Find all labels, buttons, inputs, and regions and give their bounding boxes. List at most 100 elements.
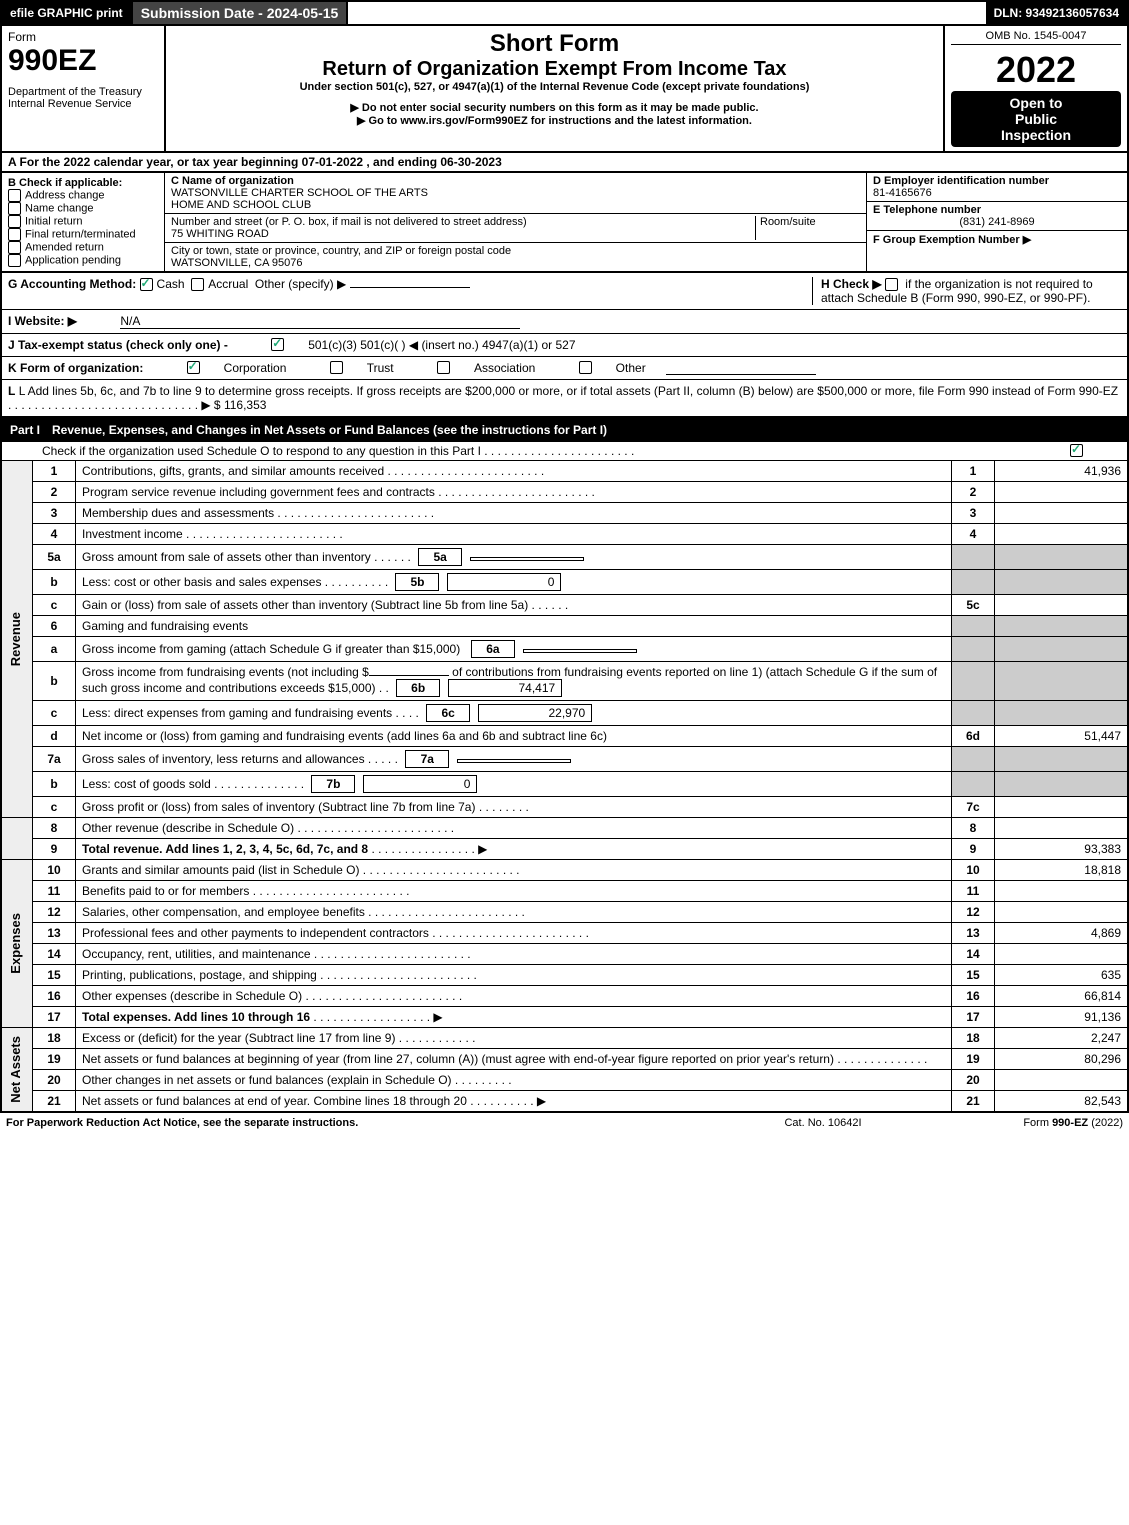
goto-link[interactable]: ▶ Go to www.irs.gov/Form990EZ for instru… [172,114,937,127]
footer-mid: Cat. No. 10642I [723,1117,923,1129]
chk-other-org[interactable] [579,361,592,374]
section-k: K Form of organization: Corporation Trus… [0,357,1129,380]
form-id-block: Form 990EZ Department of the Treasury In… [2,26,166,151]
top-bar: efile GRAPHIC print Submission Date - 20… [0,0,1129,26]
line-16-amt: 66,814 [995,986,1129,1007]
line-6d-amt: 51,447 [995,726,1129,747]
irs-label: Internal Revenue Service [8,98,158,110]
line-7c-desc: Gross profit or (loss) from sales of inv… [76,797,952,818]
line-7a-desc: Gross sales of inventory, less returns a… [76,747,952,772]
part1-table: Revenue 1 Contributions, gifts, grants, … [0,460,1129,1113]
chk-amended-return[interactable]: Amended return [8,241,158,254]
line-19-desc: Net assets or fund balances at beginning… [76,1049,952,1070]
chk-schedule-o-part1[interactable] [1070,444,1083,457]
footer-left: For Paperwork Reduction Act Notice, see … [6,1117,723,1129]
section-h: H Check ▶ if the organization is not req… [812,277,1121,305]
line-6d-desc: Net income or (loss) from gaming and fun… [76,726,952,747]
line-8-desc: Other revenue (describe in Schedule O) [76,818,952,839]
chk-association[interactable] [437,361,450,374]
street-label: Number and street (or P. O. box, if mail… [171,216,527,228]
line-6c-desc: Less: direct expenses from gaming and fu… [76,701,952,726]
line-6-desc: Gaming and fundraising events [76,616,952,637]
chk-501c3[interactable] [271,338,284,351]
line-21-amt: 82,543 [995,1091,1129,1113]
part1-title: Revenue, Expenses, and Changes in Net As… [52,423,607,437]
chk-schedule-b[interactable] [885,278,898,291]
form-word: Form [8,30,158,44]
website-value: N/A [120,314,520,329]
chk-trust[interactable] [330,361,343,374]
side-netassets: Net Assets [8,1036,23,1103]
chk-initial-return[interactable]: Initial return [8,215,158,228]
line-5c-desc: Gain or (loss) from sale of assets other… [76,595,952,616]
section-def: D Employer identification number 81-4165… [867,173,1127,271]
part1-check-row: Check if the organization used Schedule … [0,442,1129,460]
f-label: F Group Exemption Number ▶ [873,234,1031,246]
section-a-period: A For the 2022 calendar year, or tax yea… [0,153,1129,173]
dept-label: Department of the Treasury [8,86,158,98]
ssn-warning: ▶ Do not enter social security numbers o… [172,101,937,114]
line-16-desc: Other expenses (describe in Schedule O) [76,986,952,1007]
line-19-amt: 80,296 [995,1049,1129,1070]
line-1-amt: 41,936 [995,461,1129,482]
omb-number: OMB No. 1545-0047 [951,30,1121,45]
line-17-amt: 91,136 [995,1007,1129,1028]
line-1-num: 1 [33,461,76,482]
line-21-desc: Net assets or fund balances at end of ye… [76,1091,952,1113]
gross-receipts-value: 116,353 [224,398,267,412]
org-name-2: HOME AND SCHOOL CLUB [171,199,311,211]
line-10-amt: 18,818 [995,860,1129,881]
title-block: Short Form Return of Organization Exempt… [166,26,945,151]
line-15-desc: Printing, publications, postage, and shi… [76,965,952,986]
side-expenses: Expenses [8,913,23,974]
open-to-public: Open toPublicInspection [951,91,1121,147]
chk-corporation[interactable] [187,361,200,374]
org-name-1: WATSONVILLE CHARTER SCHOOL OF THE ARTS [171,187,428,199]
phone-value: (831) 241-8969 [873,216,1121,228]
side-revenue: Revenue [8,612,23,666]
form-number: 990EZ [8,44,158,78]
line-10-desc: Grants and similar amounts paid (list in… [76,860,952,881]
part1-check-text: Check if the organization used Schedule … [42,444,1070,458]
line-12-desc: Salaries, other compensation, and employ… [76,902,952,923]
b-label: B Check if applicable: [8,177,158,189]
dln-label: DLN: 93492136057634 [986,2,1127,24]
part1-label: Part I [10,423,40,437]
line-18-desc: Excess or (deficit) for the year (Subtra… [76,1028,952,1049]
line-13-amt: 4,869 [995,923,1129,944]
tax-year: 2022 [951,49,1121,91]
line-15-amt: 635 [995,965,1129,986]
line-14-desc: Occupancy, rent, utilities, and maintena… [76,944,952,965]
entity-block: B Check if applicable: Address change Na… [0,173,1129,273]
footer-right: Form 990-EZ (2022) [923,1117,1123,1129]
line-6b-desc: Gross income from fundraising events (no… [76,662,952,701]
chk-accrual[interactable] [191,278,204,291]
chk-final-return[interactable]: Final return/terminated [8,228,158,241]
city-value: WATSONVILLE, CA 95076 [171,257,302,269]
section-l: L L Add lines 5b, 6c, and 7b to line 9 t… [0,380,1129,418]
line-1-desc: Contributions, gifts, grants, and simila… [76,461,952,482]
city-label: City or town, state or province, country… [171,245,511,257]
ein-value: 81-4165676 [873,187,932,199]
subtitle: Under section 501(c), 527, or 4947(a)(1)… [172,81,937,93]
section-b: B Check if applicable: Address change Na… [2,173,165,271]
line-5a-desc: Gross amount from sale of assets other t… [76,545,952,570]
line-17-desc: Total expenses. Add lines 10 through 16 … [76,1007,952,1028]
section-c: C Name of organization WATSONVILLE CHART… [165,173,867,271]
chk-address-change[interactable]: Address change [8,189,158,202]
line-18-amt: 2,247 [995,1028,1129,1049]
chk-cash[interactable] [140,278,153,291]
row-g-h: G Accounting Method: Cash Accrual Other … [0,273,1129,310]
section-i: I Website: ▶ N/A [0,310,1129,334]
part1-header: Part I Revenue, Expenses, and Changes in… [0,418,1129,442]
year-block: OMB No. 1545-0047 2022 Open toPublicInsp… [945,26,1127,151]
return-title: Return of Organization Exempt From Incom… [172,58,937,81]
chk-name-change[interactable]: Name change [8,202,158,215]
efile-label[interactable]: efile GRAPHIC print [2,2,133,24]
line-7b-desc: Less: cost of goods sold . . . . . . . .… [76,772,952,797]
line-20-desc: Other changes in net assets or fund bala… [76,1070,952,1091]
line-3-desc: Membership dues and assessments [76,503,952,524]
submission-date: Submission Date - 2024-05-15 [133,2,349,24]
chk-application-pending[interactable]: Application pending [8,254,158,267]
line-13-desc: Professional fees and other payments to … [76,923,952,944]
